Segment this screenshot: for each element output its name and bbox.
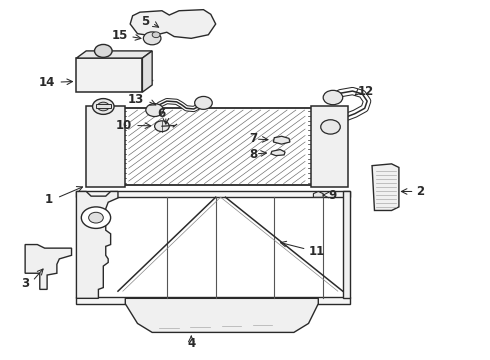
Polygon shape [76, 51, 152, 58]
Circle shape [81, 207, 111, 228]
Circle shape [144, 32, 161, 45]
Bar [76, 192, 350, 197]
Text: 10: 10 [115, 119, 132, 132]
Polygon shape [25, 244, 72, 289]
Polygon shape [271, 149, 285, 156]
Circle shape [323, 90, 343, 105]
Polygon shape [343, 192, 350, 298]
Circle shape [321, 120, 340, 134]
Circle shape [89, 212, 103, 223]
Bar [76, 297, 350, 304]
Text: 1: 1 [45, 193, 52, 206]
Circle shape [195, 96, 212, 109]
Polygon shape [125, 298, 318, 332]
Polygon shape [130, 10, 216, 39]
Polygon shape [76, 58, 143, 92]
Circle shape [146, 104, 163, 117]
Text: 14: 14 [39, 76, 55, 89]
Bar [311, 107, 347, 187]
Circle shape [155, 121, 169, 132]
Text: 3: 3 [21, 278, 29, 291]
Circle shape [98, 102, 109, 111]
Polygon shape [76, 192, 118, 298]
Circle shape [93, 99, 114, 114]
Bar [96, 104, 111, 108]
Polygon shape [372, 164, 399, 211]
Text: 5: 5 [142, 15, 150, 28]
Text: 12: 12 [357, 85, 374, 98]
Text: 13: 13 [127, 93, 144, 106]
Circle shape [152, 32, 160, 38]
Text: 11: 11 [309, 244, 325, 257]
Text: 2: 2 [416, 185, 424, 198]
Text: 9: 9 [328, 189, 336, 202]
Bar [86, 107, 125, 187]
Text: 7: 7 [249, 132, 257, 145]
Text: 4: 4 [187, 337, 196, 350]
Text: 6: 6 [158, 107, 166, 120]
Text: 8: 8 [249, 148, 257, 161]
Polygon shape [143, 51, 152, 92]
Bar [91, 108, 343, 185]
Text: 15: 15 [111, 29, 128, 42]
Polygon shape [314, 192, 323, 197]
Polygon shape [273, 136, 290, 144]
Circle shape [95, 44, 112, 57]
